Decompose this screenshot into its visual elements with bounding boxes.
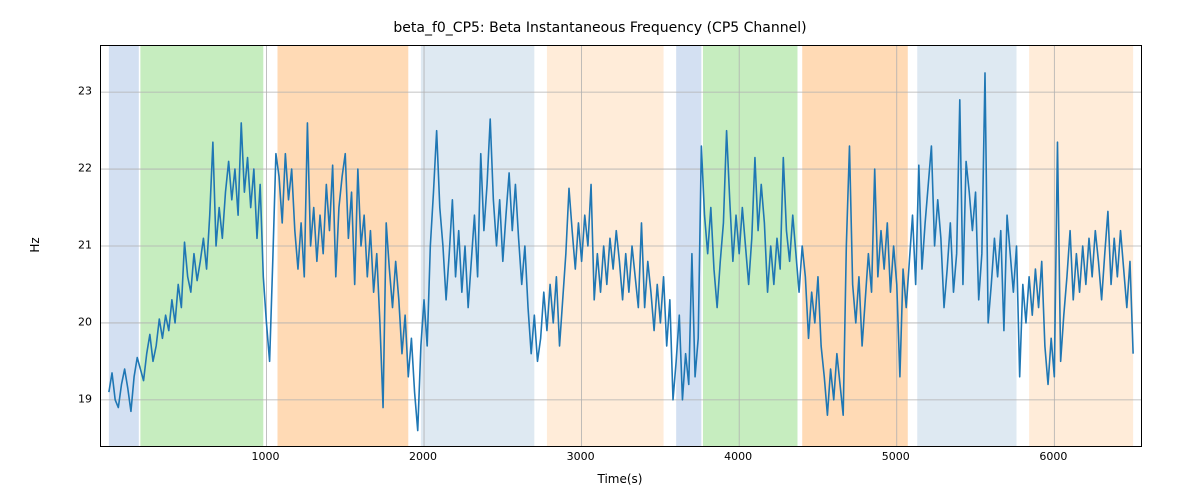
x-tick-label: 5000 xyxy=(882,450,910,463)
y-tick-label: 22 xyxy=(78,162,92,175)
x-tick-label: 3000 xyxy=(567,450,595,463)
plot-area xyxy=(100,45,1142,447)
x-tick-label: 1000 xyxy=(251,450,279,463)
y-tick-label: 20 xyxy=(78,315,92,328)
chart-title: beta_f0_CP5: Beta Instantaneous Frequenc… xyxy=(0,20,1200,36)
x-tick-label: 2000 xyxy=(409,450,437,463)
y-tick-label: 19 xyxy=(78,392,92,405)
y-tick-label: 23 xyxy=(78,85,92,98)
y-tick-label: 21 xyxy=(78,239,92,252)
plot-svg xyxy=(101,46,1141,446)
x-tick-label: 6000 xyxy=(1039,450,1067,463)
x-tick-label: 4000 xyxy=(724,450,752,463)
x-axis-label: Time(s) xyxy=(598,472,643,486)
figure: beta_f0_CP5: Beta Instantaneous Frequenc… xyxy=(0,0,1200,500)
y-axis-label: Hz xyxy=(28,237,42,252)
